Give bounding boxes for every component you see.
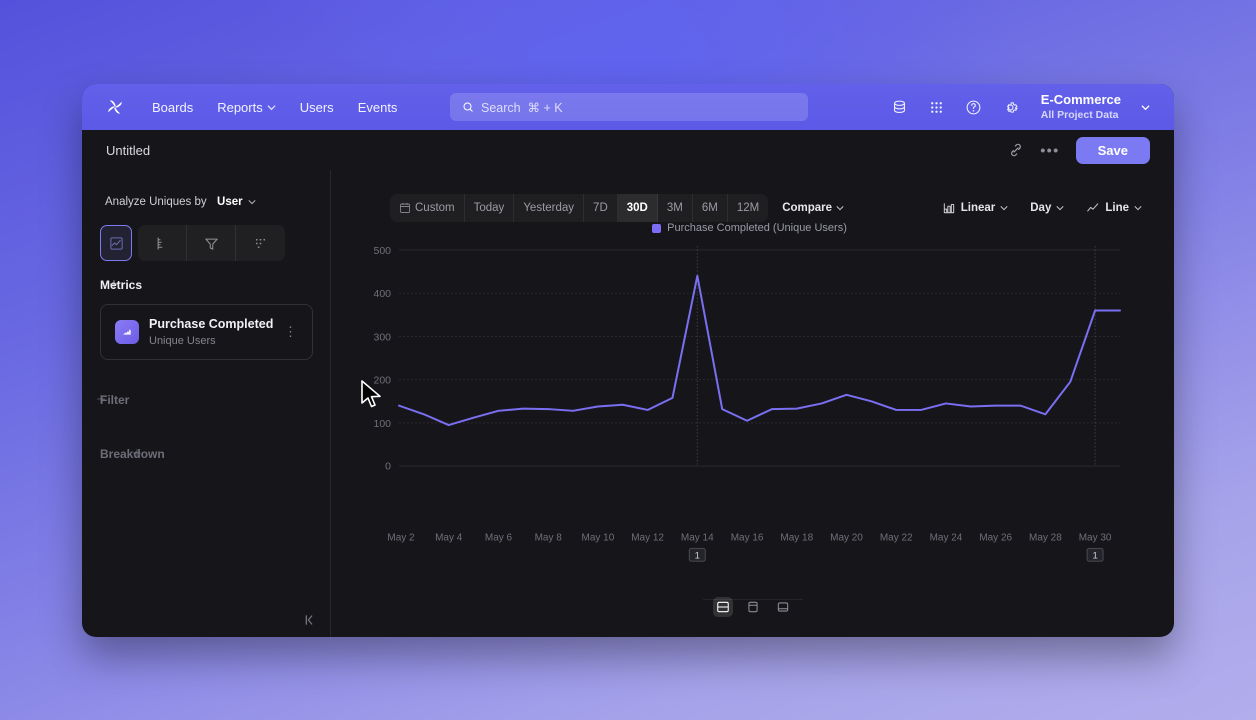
svg-text:May 14: May 14 xyxy=(681,533,714,544)
svg-text:May 4: May 4 xyxy=(435,533,463,544)
svg-text:May 8: May 8 xyxy=(535,533,563,544)
svg-text:0: 0 xyxy=(385,462,391,473)
svg-text:May 6: May 6 xyxy=(485,533,513,544)
svg-text:May 10: May 10 xyxy=(582,533,615,544)
svg-text:May 2: May 2 xyxy=(387,533,415,544)
svg-text:May 24: May 24 xyxy=(930,533,963,544)
svg-text:300: 300 xyxy=(373,332,391,343)
svg-text:500: 500 xyxy=(373,246,391,257)
svg-text:May 30: May 30 xyxy=(1079,533,1112,544)
svg-text:May 20: May 20 xyxy=(830,533,863,544)
svg-text:May 28: May 28 xyxy=(1029,533,1062,544)
svg-text:May 16: May 16 xyxy=(731,533,764,544)
svg-text:May 26: May 26 xyxy=(979,533,1012,544)
svg-text:100: 100 xyxy=(373,419,391,430)
svg-text:May 18: May 18 xyxy=(780,533,813,544)
svg-text:May 22: May 22 xyxy=(880,533,913,544)
svg-text:1: 1 xyxy=(1092,549,1097,560)
svg-text:400: 400 xyxy=(373,289,391,300)
svg-text:1: 1 xyxy=(695,549,700,560)
svg-text:May 12: May 12 xyxy=(631,533,664,544)
